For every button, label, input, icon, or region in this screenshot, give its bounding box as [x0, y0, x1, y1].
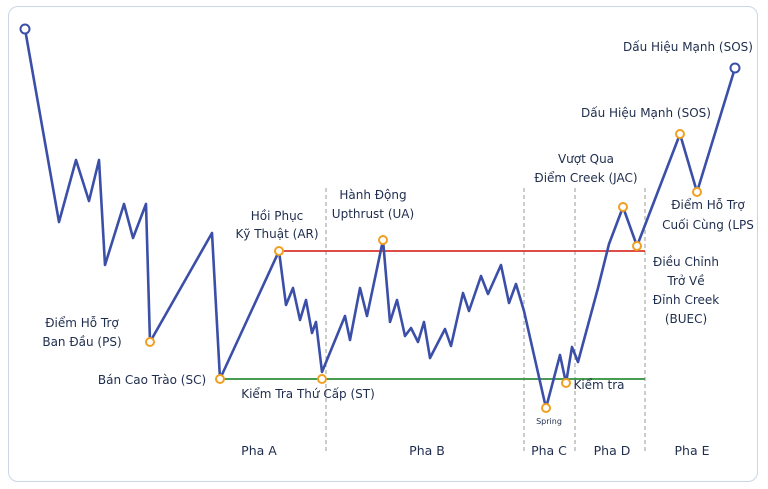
phase-label-a: Pha A	[241, 443, 277, 458]
point-spring	[541, 403, 551, 413]
phase-label-b: Pha B	[409, 443, 445, 458]
label-ar-line2: Kỹ Thuật (AR)	[235, 227, 318, 241]
point-buec	[632, 241, 642, 251]
label-test: Kiểm tra	[573, 378, 624, 392]
label-ua-line2: Upthrust (UA)	[332, 207, 414, 221]
point-ps	[145, 337, 155, 347]
point-sc	[215, 374, 225, 384]
label-st: Kiểm Tra Thứ Cấp (ST)	[241, 387, 375, 401]
point-ar	[274, 246, 284, 256]
point-jac	[618, 202, 628, 212]
label-sc: Bán Cao Trào (SC)	[98, 373, 206, 387]
label-lps-line2: Cuối Cùng (LPS	[662, 218, 754, 232]
label-ps-line2: Ban Đầu (PS)	[42, 335, 121, 349]
label-buec-line3: Đỉnh Creek	[653, 293, 719, 307]
label-lps-line1: Điểm Hỗ Trợ	[671, 198, 745, 212]
phase-label-c: Pha C	[531, 443, 567, 458]
label-ps-line1: Điểm Hỗ Trợ	[45, 316, 119, 330]
label-buec-line1: Điều Chỉnh	[653, 255, 719, 269]
label-spring: Spring	[536, 417, 562, 426]
label-ar-line1: Hồi Phục	[251, 209, 304, 223]
phase-label-d: Pha D	[594, 443, 631, 458]
price-path	[23, 27, 737, 410]
phase-label-e: Pha E	[675, 443, 710, 458]
point-st	[317, 374, 327, 384]
label-sos2: Dấu Hiệu Mạnh (SOS)	[623, 40, 753, 54]
label-buec-line2: Trở Về	[666, 274, 704, 288]
point-sos1	[675, 129, 685, 139]
label-jac-line1: Vượt Qua	[558, 152, 614, 166]
point-start	[19, 23, 31, 35]
key-points	[19, 23, 741, 413]
label-ua-line1: Hành Động	[339, 188, 406, 202]
label-jac-line2: Điểm Creek (JAC)	[534, 171, 637, 185]
point-test	[561, 378, 571, 388]
point-end	[729, 62, 741, 74]
point-ua	[378, 235, 388, 245]
label-buec-line4: (BUEC)	[665, 312, 707, 326]
label-sos1: Dấu Hiệu Mạnh (SOS)	[581, 106, 711, 120]
point-lps	[692, 187, 702, 197]
